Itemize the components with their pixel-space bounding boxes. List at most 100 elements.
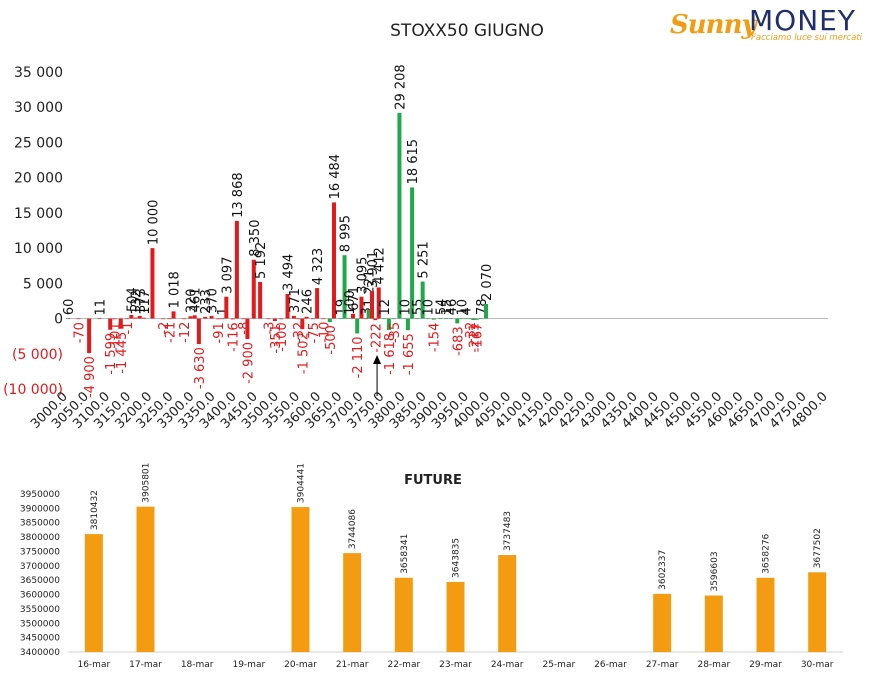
future-bar: [394, 577, 413, 652]
future-y-tick-label: 3650000: [20, 576, 60, 586]
data-label: 371: [288, 288, 303, 313]
data-label: -100: [275, 322, 290, 352]
data-label: 4 412: [373, 247, 388, 284]
strike-bar: [474, 318, 479, 320]
data-label: 18 615: [406, 139, 421, 185]
data-label: 8 995: [339, 215, 354, 252]
strike-bar: [448, 318, 453, 319]
strike-bar: [171, 311, 176, 319]
strike-bar: [66, 318, 70, 319]
future-y-tick-label: 3500000: [20, 619, 60, 629]
strike-bar: [321, 318, 326, 320]
future-data-label: 3602337: [658, 550, 668, 590]
strike-bar: [230, 318, 235, 320]
y-tick-label: 10 000: [14, 241, 63, 257]
strike-bar: [137, 315, 142, 319]
strike-bar: [285, 293, 290, 319]
future-y-tick-label: 3600000: [20, 591, 60, 601]
future-bar: [84, 534, 103, 652]
strike-bar: [455, 318, 460, 324]
strike-bar: [192, 315, 197, 319]
data-label: -351: [269, 324, 284, 354]
data-label: -116: [227, 322, 242, 352]
data-label: -2 900: [241, 342, 256, 384]
strike-bar: [150, 248, 155, 319]
future-bar: [704, 595, 723, 652]
future-x-tick-label: 22-mar: [387, 660, 420, 670]
future-x-tick-label: 29-mar: [749, 660, 782, 670]
data-label: 504: [125, 287, 140, 312]
y-tick-label: 30 000: [14, 100, 63, 116]
strike-bar: [363, 318, 368, 320]
strike-bar: [402, 318, 407, 320]
y-tick-label: 20 000: [14, 171, 63, 187]
arrow-marker-head: [373, 355, 382, 364]
strike-bar: [397, 112, 402, 319]
future-x-tick-label: 19-mar: [232, 660, 265, 670]
strike-bar: [142, 317, 146, 319]
strike-bar: [467, 318, 472, 320]
strike-bar: [188, 316, 193, 319]
data-label: -500: [324, 325, 339, 355]
data-label: -1 599: [104, 333, 119, 375]
data-label: -3: [263, 322, 278, 335]
data-label: 5 192: [254, 242, 269, 279]
strike-bar: [167, 318, 172, 320]
data-label: 1 018: [168, 271, 183, 308]
data-label: 3 095: [355, 257, 370, 294]
data-label: 246: [301, 289, 316, 314]
y-tick-label: 0: [54, 312, 63, 328]
data-label: 233: [199, 289, 214, 314]
future-y-tick-label: 3900000: [20, 504, 60, 514]
strike-bar: [279, 318, 284, 320]
future-bar: [653, 593, 672, 652]
data-label: -167: [471, 323, 486, 353]
data-label: 10: [399, 299, 414, 316]
future-bar: [343, 553, 362, 652]
data-label: 12: [378, 299, 393, 316]
strike-bar: [425, 318, 430, 320]
data-label: 370: [206, 288, 221, 313]
data-label: -222: [369, 323, 384, 353]
strike-bar: [431, 318, 436, 320]
strike-bar: [310, 318, 315, 320]
y-tick-label: 15 000: [14, 206, 63, 222]
future-chart-title: FUTURE: [404, 473, 462, 488]
data-label: 4 323: [311, 248, 326, 285]
future-y-tick-label: 3750000: [20, 547, 60, 557]
future-data-label: 3737483: [503, 511, 513, 551]
future-bar: [808, 572, 827, 652]
data-label: -32: [464, 322, 479, 343]
data-label: -1 502: [296, 332, 311, 374]
future-y-tick-label: 3850000: [20, 519, 60, 529]
sunny-money-logo: Sunny MONEY Facciamo luce sui mercati: [664, 4, 874, 44]
data-label: 671: [347, 286, 362, 311]
data-label: -70: [73, 322, 88, 343]
data-label: -10: [317, 322, 332, 343]
data-label: -683: [451, 326, 466, 356]
strike-bar: [370, 291, 374, 319]
strike-bar: [405, 318, 410, 331]
strike-bar: [332, 202, 336, 319]
strike-bar: [182, 318, 187, 320]
y-tick-label: 35 000: [14, 65, 63, 81]
strike-bar: [209, 315, 214, 319]
strike-bar: [300, 318, 305, 330]
data-label: -2: [157, 322, 172, 335]
strike-bar: [196, 318, 201, 345]
strike-bar: [391, 318, 396, 320]
data-label: 10: [422, 299, 437, 316]
strike-bar: [241, 318, 246, 320]
future-x-tick-label: 26-mar: [594, 660, 627, 670]
data-label: 16 484: [328, 154, 343, 200]
data-label: -8: [237, 322, 252, 335]
strike-bar: [373, 318, 378, 321]
data-label: -2 110: [351, 336, 366, 378]
strike-bar: [258, 281, 263, 319]
strike-bar: [463, 318, 468, 320]
data-label: -75: [307, 322, 322, 343]
data-label: -21: [163, 322, 178, 343]
future-y-tick-label: 3550000: [20, 605, 60, 615]
strike-bar: [291, 315, 296, 319]
